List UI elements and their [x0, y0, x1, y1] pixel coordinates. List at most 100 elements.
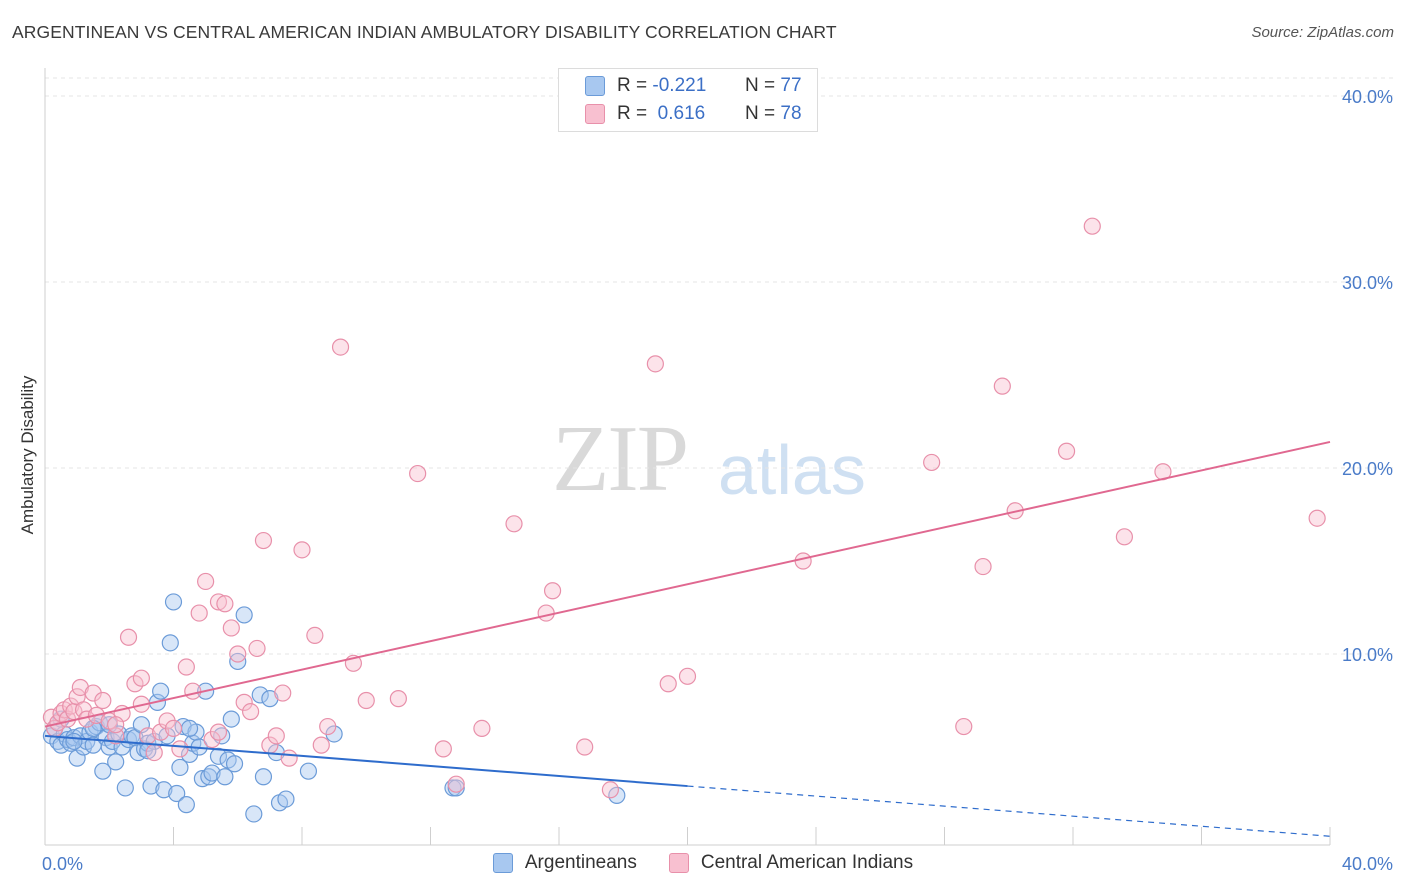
- legend-n-label: N =: [745, 75, 776, 96]
- legend-row-argentineans: R = -0.221 N = 77: [585, 73, 802, 99]
- legend-item-central-american-indians[interactable]: Central American Indians: [668, 852, 913, 874]
- legend-row-central-american-indians: R = 0.616 N = 78: [585, 101, 802, 127]
- point-central-american-indians: [1057, 442, 1076, 460]
- point-central-american-indians: [235, 693, 253, 711]
- point-central-american-indians: [601, 781, 620, 799]
- legend-swatch-central-american-indians: [668, 853, 689, 873]
- point-central-american-indians: [164, 719, 183, 738]
- y-tick-label: 20.0%: [1342, 459, 1393, 479]
- chart-title: ARGENTINEAN VS CENTRAL AMERICAN INDIAN A…: [12, 22, 837, 42]
- series-legend: Argentineans Central American Indians: [0, 852, 1406, 874]
- point-argentineans: [235, 606, 253, 624]
- point-central-american-indians: [190, 604, 208, 622]
- point-central-american-indians: [576, 738, 594, 756]
- trend-line-central-american-indians: [44, 440, 1331, 728]
- point-argentineans: [65, 732, 83, 751]
- point-central-american-indians: [209, 593, 228, 611]
- point-argentineans: [161, 634, 179, 652]
- point-central-american-indians: [1308, 509, 1326, 527]
- point-central-american-indians: [177, 658, 195, 676]
- point-argentineans: [84, 719, 102, 738]
- data-points: [42, 217, 1326, 823]
- point-central-american-indians: [312, 736, 330, 754]
- watermark-zip: ZIP: [552, 407, 689, 511]
- point-central-american-indians: [94, 691, 112, 710]
- point-argentineans: [193, 770, 212, 788]
- point-central-american-indians: [434, 740, 452, 758]
- point-argentineans: [447, 779, 465, 797]
- point-argentineans: [168, 784, 186, 803]
- point-central-american-indians: [229, 645, 247, 663]
- point-central-american-indians: [222, 619, 240, 637]
- point-central-american-indians: [254, 531, 273, 550]
- legend-r-value: -0.221: [652, 75, 707, 96]
- point-argentineans: [164, 593, 183, 611]
- legend-swatch-argentineans: [585, 76, 605, 96]
- legend-n-value: 77: [780, 75, 802, 96]
- x-tick-label: 0.0%: [42, 854, 83, 874]
- legend-n-label: N =: [745, 103, 776, 124]
- point-argentineans: [107, 753, 125, 771]
- watermark-atlas: atlas: [718, 431, 866, 509]
- correlation-legend: R = -0.221 N = 77 R = 0.616 N = 78: [558, 68, 818, 132]
- point-central-american-indians: [119, 628, 138, 646]
- point-central-american-indians: [145, 743, 163, 762]
- point-argentineans: [142, 777, 160, 795]
- point-argentineans: [203, 764, 221, 782]
- point-central-american-indians: [293, 541, 311, 559]
- point-central-american-indians: [389, 690, 407, 708]
- point-argentineans: [209, 747, 228, 765]
- legend-item-argentineans[interactable]: Argentineans: [492, 852, 637, 874]
- point-central-american-indians: [505, 515, 523, 533]
- legend-r-value: 0.616: [657, 103, 706, 124]
- point-central-american-indians: [447, 775, 465, 793]
- point-central-american-indians: [794, 552, 812, 570]
- trend-line-argentineans: [44, 734, 688, 788]
- axes: [44, 68, 1331, 846]
- point-argentineans: [94, 762, 112, 780]
- point-argentineans: [261, 690, 279, 708]
- point-central-american-indians: [306, 626, 324, 645]
- point-central-american-indians: [659, 675, 677, 693]
- point-argentineans: [254, 768, 273, 786]
- point-central-american-indians: [209, 723, 228, 741]
- point-central-american-indians: [280, 749, 298, 767]
- point-central-american-indians: [184, 682, 202, 700]
- point-argentineans: [116, 779, 134, 797]
- point-argentineans: [155, 781, 173, 799]
- point-central-american-indians: [974, 557, 992, 576]
- point-argentineans: [177, 796, 195, 814]
- y-tick-label: 30.0%: [1342, 273, 1393, 293]
- legend-label-argentineans: Argentineans: [524, 852, 637, 873]
- tick-labels: 10.0% 20.0% 30.0% 40.0% 0.0% 40.0%: [42, 87, 1393, 874]
- point-central-american-indians: [923, 453, 941, 472]
- point-central-american-indians: [993, 377, 1011, 395]
- point-argentineans: [180, 719, 199, 738]
- point-central-american-indians: [216, 595, 234, 613]
- point-central-american-indians: [248, 639, 266, 658]
- point-argentineans: [152, 682, 170, 700]
- legend-n-value: 78: [780, 103, 802, 124]
- gridlines: [45, 77, 1395, 655]
- legend-swatch-central-american-indians: [585, 104, 605, 124]
- point-central-american-indians: [409, 464, 427, 483]
- point-central-american-indians: [678, 667, 697, 685]
- point-central-american-indians: [543, 582, 562, 600]
- point-central-american-indians: [197, 572, 215, 591]
- point-argentineans: [171, 758, 189, 777]
- point-central-american-indians: [537, 604, 555, 622]
- point-argentineans: [277, 790, 295, 808]
- point-central-american-indians: [473, 719, 491, 738]
- point-central-american-indians: [319, 717, 337, 736]
- point-central-american-indians: [132, 669, 150, 687]
- point-argentineans: [299, 762, 318, 780]
- x-tick-label: 40.0%: [1342, 854, 1393, 874]
- point-central-american-indians: [267, 727, 285, 745]
- point-central-american-indians: [62, 697, 80, 715]
- point-central-american-indians: [107, 716, 125, 734]
- point-argentineans: [222, 710, 240, 728]
- point-argentineans: [245, 805, 263, 823]
- source-label: Source: ZipAtlas.com: [1251, 24, 1394, 41]
- legend-r-label: R =: [617, 75, 648, 96]
